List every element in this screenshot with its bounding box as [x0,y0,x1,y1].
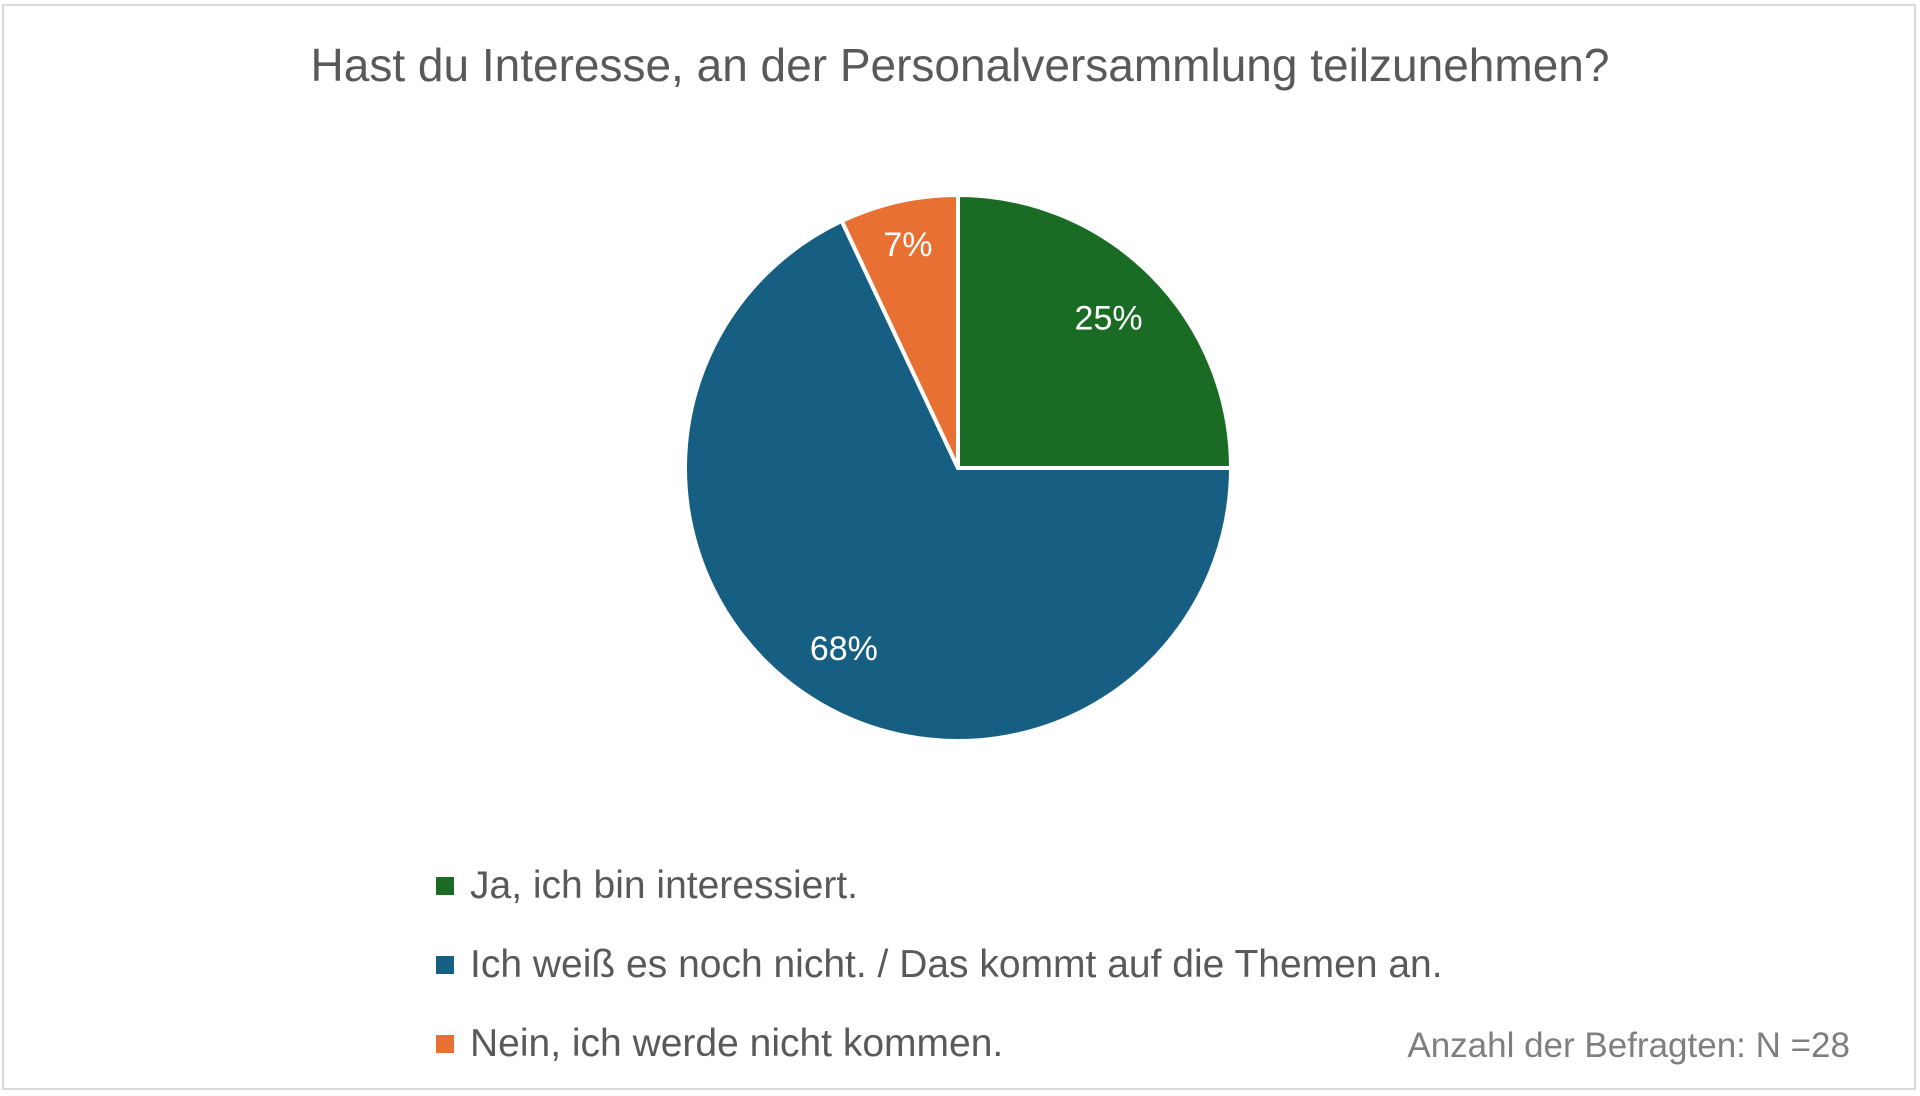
chart-frame [2,4,1916,1090]
sample-size-note: Anzahl der Befragten: N =28 [1407,1026,1850,1065]
pie-slice [839,192,960,469]
legend-label: Nein, ich werde nicht kommen. [470,1021,1004,1065]
legend-swatch [436,876,454,895]
pie-slice [683,218,1234,743]
legend-item: Nein, ich werde nicht kommen. [436,1004,1443,1083]
data-label: 68% [810,630,878,668]
legend-swatch [436,1034,454,1053]
chart-title: Hast du Interesse, an der Personalversam… [310,39,1610,91]
data-label: 25% [1075,299,1143,337]
legend-item: Ja, ich bin interessiert. [436,846,1443,925]
legend-label: Ja, ich bin interessiert. [470,863,859,907]
legend-label: Ich weiß es noch nicht. / Das kommt auf … [470,942,1443,986]
data-label: 7% [883,226,932,264]
legend-swatch [436,955,454,974]
legend-item: Ich weiß es noch nicht. / Das kommt auf … [436,925,1443,1004]
legend: Ja, ich bin interessiert. Ich weiß es no… [436,846,1443,1083]
pie-slice [956,192,1234,470]
